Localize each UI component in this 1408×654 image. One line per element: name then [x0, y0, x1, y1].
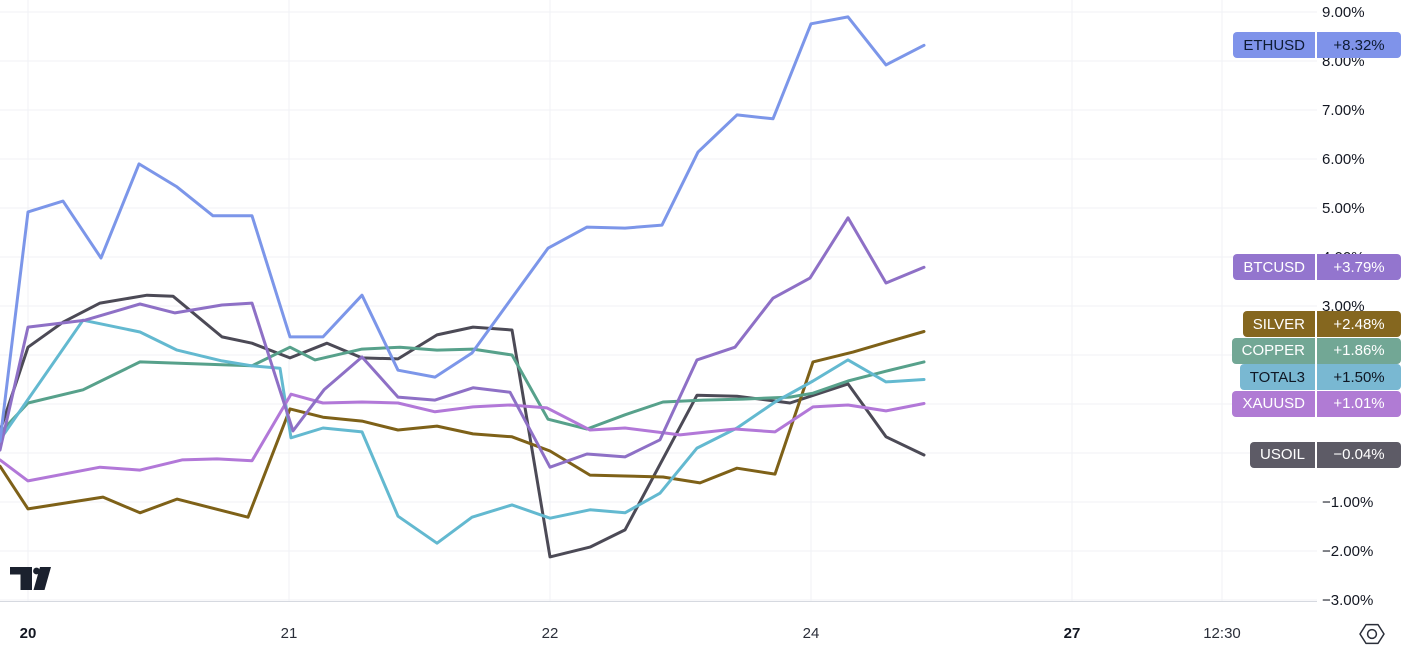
series-line-total3[interactable]	[0, 318, 926, 545]
series-lines	[0, 15, 926, 559]
badge-change-value: +8.32%	[1315, 32, 1401, 59]
y-axis-tick-label: −1.00%	[1322, 493, 1374, 511]
badge-symbol: XAUUSD	[1232, 390, 1315, 417]
y-axis-tick-label: −3.00%	[1322, 591, 1374, 609]
badge-symbol: USOIL	[1249, 441, 1315, 468]
badge-change-value: +1.01%	[1315, 390, 1401, 417]
y-axis-tick-label: 6.00%	[1322, 150, 1365, 168]
badge-symbol: TOTAL3	[1239, 364, 1315, 390]
series-line-copper[interactable]	[0, 345, 926, 435]
series-line-usoil[interactable]	[0, 293, 926, 559]
gear-icon[interactable]	[1358, 621, 1386, 647]
price-badge-total3[interactable]: TOTAL3 +1.50%	[1239, 364, 1401, 390]
price-badge-usoil[interactable]: USOIL −0.04%	[1249, 441, 1401, 468]
gridlines	[0, 0, 1317, 601]
y-axis-tick-label: 9.00%	[1322, 3, 1365, 21]
badge-symbol: COPPER	[1231, 337, 1315, 364]
price-badge-btcusd[interactable]: BTCUSD +3.79%	[1233, 254, 1401, 281]
series-line-btcusd[interactable]	[0, 216, 926, 469]
tradingview-logo-icon[interactable]	[10, 567, 51, 590]
x-axis-tick-label: 12:30	[1203, 625, 1241, 642]
badge-change-value: +1.50%	[1315, 364, 1401, 390]
badge-symbol: ETHUSD	[1233, 32, 1315, 59]
badge-change-value: +3.79%	[1315, 254, 1401, 281]
badge-symbol: SILVER	[1242, 311, 1315, 337]
badge-change-value: +1.86%	[1315, 337, 1401, 364]
y-axis-tick-label: 3.00%	[1322, 297, 1365, 315]
x-axis-tick-label: 21	[280, 625, 298, 642]
price-badge-silver[interactable]: SILVER +2.48%	[1242, 311, 1401, 337]
series-line-ethusd[interactable]	[0, 15, 926, 443]
price-badge-xauusd[interactable]: XAUUSD +1.01%	[1232, 390, 1401, 417]
y-axis-tick-label: 7.00%	[1322, 101, 1365, 119]
badge-symbol: BTCUSD	[1233, 254, 1315, 281]
x-axis-tick-label: 20	[19, 625, 37, 642]
series-line-silver[interactable]	[0, 330, 926, 519]
price-badge-copper[interactable]: COPPER +1.86%	[1231, 337, 1401, 364]
badge-change-value: +2.48%	[1315, 311, 1401, 337]
x-axis-tick-label: 22	[541, 625, 559, 642]
badge-change-value: −0.04%	[1315, 441, 1401, 468]
price-badge-ethusd[interactable]: ETHUSD +8.32%	[1233, 32, 1401, 59]
x-axis-tick-label: 27	[1063, 625, 1081, 642]
series-line-xauusd[interactable]	[0, 392, 926, 483]
y-axis-tick-label: −2.00%	[1322, 542, 1374, 560]
y-axis-tick-label: 5.00%	[1322, 199, 1365, 217]
x-axis-tick-label: 24	[802, 625, 820, 642]
